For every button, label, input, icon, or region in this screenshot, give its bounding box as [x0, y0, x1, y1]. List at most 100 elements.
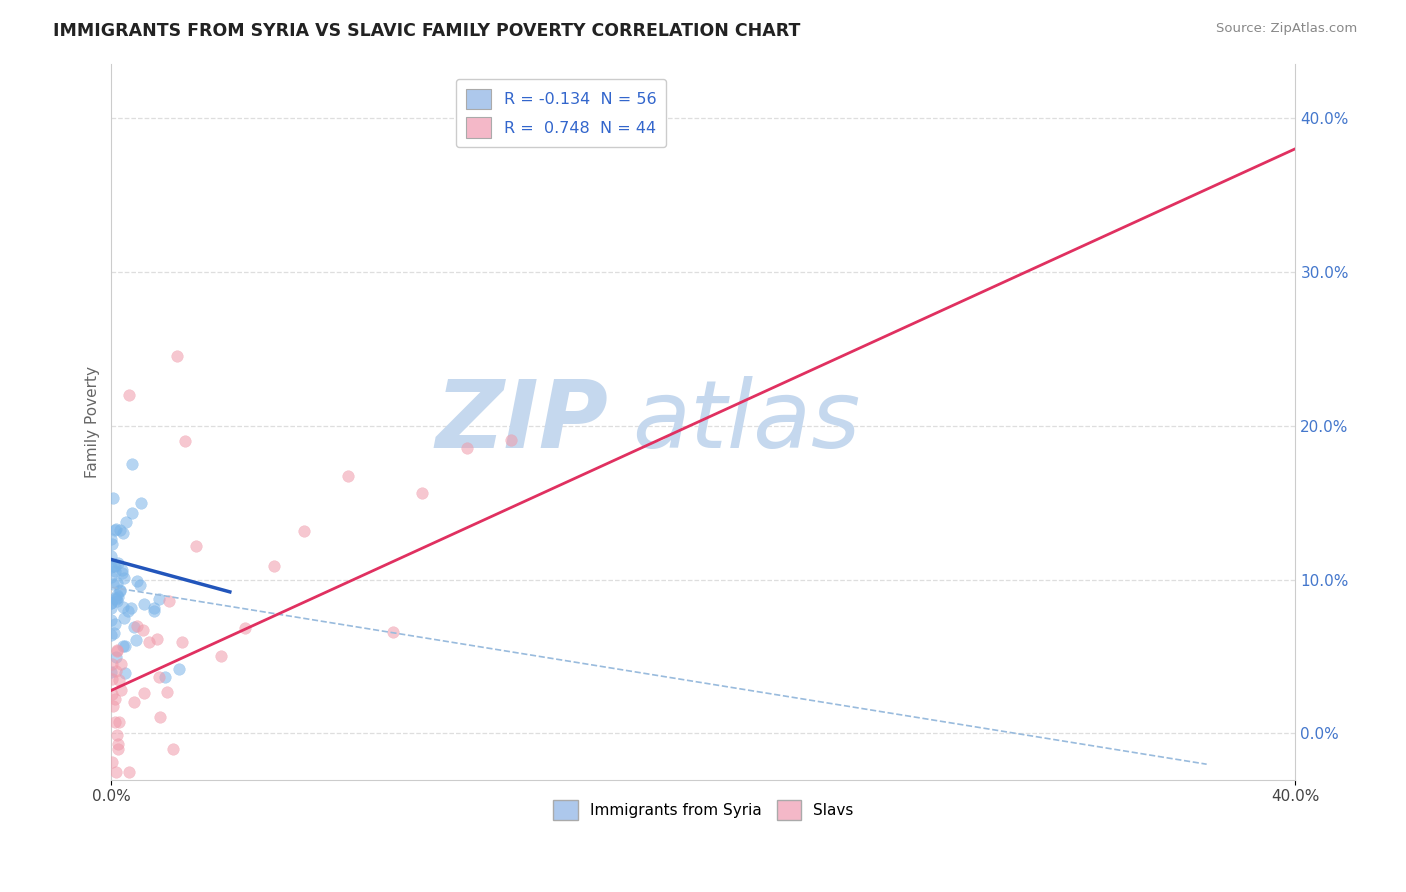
- Point: [381, 624, 404, 639]
- Point: [411, 486, 433, 500]
- Point: [112, 600, 135, 615]
- Legend: Immigrants from Syria, Slavs: Immigrants from Syria, Slavs: [547, 794, 860, 826]
- Point: [110, 657, 132, 671]
- Point: [105, 576, 128, 591]
- Point: [105, 589, 128, 603]
- Point: [101, 536, 124, 550]
- Point: [148, 592, 170, 607]
- Point: [103, 559, 125, 574]
- Point: [101, 577, 124, 591]
- Point: [114, 665, 136, 680]
- Point: [153, 670, 176, 684]
- Point: [117, 604, 139, 618]
- Point: [104, 649, 127, 664]
- Point: [292, 524, 315, 538]
- Point: [104, 524, 127, 538]
- Point: [111, 566, 134, 581]
- Point: [166, 350, 188, 364]
- Point: [100, 665, 122, 679]
- Y-axis label: Family Poverty: Family Poverty: [86, 366, 100, 478]
- Point: [118, 388, 141, 402]
- Point: [101, 687, 124, 701]
- Point: [104, 564, 127, 578]
- Point: [100, 570, 122, 584]
- Point: [101, 657, 124, 671]
- Point: [148, 670, 170, 684]
- Point: [107, 737, 129, 751]
- Point: [107, 556, 129, 570]
- Point: [100, 628, 122, 642]
- Point: [101, 491, 124, 505]
- Point: [104, 764, 127, 779]
- Point: [125, 633, 148, 648]
- Point: [125, 618, 148, 632]
- Point: [108, 673, 131, 688]
- Point: [112, 571, 135, 585]
- Point: [337, 469, 360, 483]
- Point: [143, 605, 166, 619]
- Point: [107, 593, 129, 607]
- Point: [120, 600, 142, 615]
- Text: ZIP: ZIP: [436, 376, 609, 467]
- Point: [233, 621, 256, 635]
- Point: [157, 593, 180, 607]
- Point: [145, 632, 167, 646]
- Point: [172, 634, 194, 648]
- Point: [132, 597, 155, 611]
- Point: [129, 495, 152, 509]
- Point: [103, 558, 125, 573]
- Point: [101, 755, 124, 769]
- Text: Source: ZipAtlas.com: Source: ZipAtlas.com: [1216, 22, 1357, 36]
- Point: [105, 643, 128, 657]
- Point: [499, 433, 522, 447]
- Point: [103, 626, 125, 640]
- Point: [108, 583, 131, 598]
- Point: [111, 526, 134, 541]
- Point: [111, 639, 134, 653]
- Point: [162, 742, 184, 756]
- Point: [104, 664, 127, 678]
- Text: IMMIGRANTS FROM SYRIA VS SLAVIC FAMILY POVERTY CORRELATION CHART: IMMIGRANTS FROM SYRIA VS SLAVIC FAMILY P…: [53, 22, 801, 40]
- Point: [138, 635, 160, 649]
- Point: [112, 610, 135, 624]
- Point: [105, 728, 128, 742]
- Point: [100, 559, 122, 574]
- Point: [174, 434, 197, 448]
- Point: [263, 558, 285, 573]
- Point: [114, 515, 136, 529]
- Point: [209, 649, 232, 664]
- Point: [107, 591, 129, 605]
- Point: [110, 683, 132, 698]
- Point: [100, 600, 122, 615]
- Point: [127, 574, 149, 588]
- Point: [108, 583, 131, 598]
- Point: [122, 695, 145, 709]
- Point: [100, 672, 122, 686]
- Point: [122, 620, 145, 634]
- Point: [108, 714, 131, 729]
- Point: [100, 532, 122, 546]
- Point: [111, 564, 134, 578]
- Point: [100, 596, 122, 610]
- Point: [184, 539, 207, 553]
- Point: [104, 591, 127, 606]
- Point: [167, 662, 190, 676]
- Point: [118, 764, 141, 779]
- Point: [105, 592, 128, 607]
- Point: [105, 522, 128, 536]
- Point: [104, 691, 127, 706]
- Point: [100, 549, 122, 564]
- Text: atlas: atlas: [633, 376, 860, 467]
- Point: [104, 715, 127, 730]
- Point: [121, 506, 143, 520]
- Point: [100, 596, 122, 610]
- Point: [132, 624, 155, 638]
- Point: [105, 643, 128, 657]
- Point: [456, 442, 478, 456]
- Point: [100, 614, 122, 628]
- Point: [103, 699, 125, 714]
- Point: [114, 640, 136, 654]
- Point: [121, 457, 143, 471]
- Point: [108, 523, 131, 537]
- Point: [156, 685, 179, 699]
